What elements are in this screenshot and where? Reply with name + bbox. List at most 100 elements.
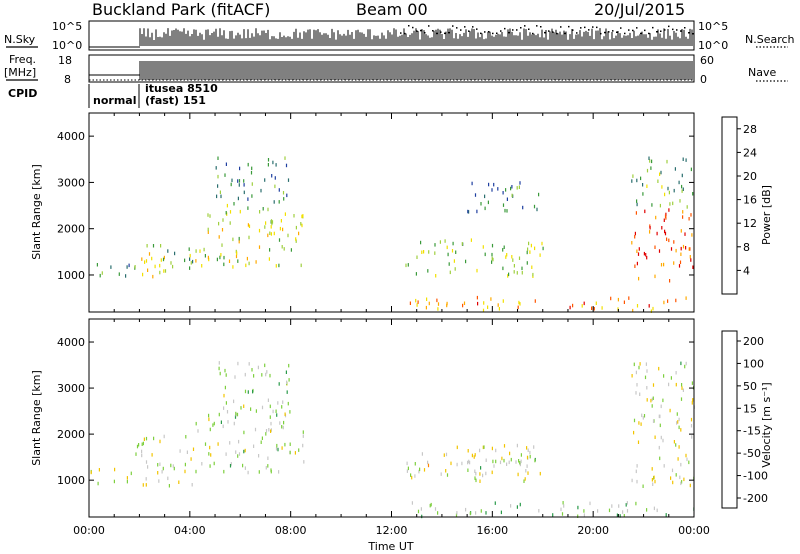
- data-cell: [686, 205, 688, 209]
- freq-frame: [88, 54, 695, 83]
- data-cell: [653, 506, 655, 511]
- data-cell: [142, 483, 144, 487]
- data-cell: [509, 451, 511, 456]
- data-cell: [642, 484, 644, 488]
- data-cell: [233, 202, 235, 206]
- nsearch-dot: [424, 32, 426, 34]
- data-cell: [428, 301, 430, 306]
- data-cell: [661, 226, 663, 230]
- data-cell: [238, 239, 240, 244]
- data-cell: [463, 301, 466, 305]
- data-cell: [646, 255, 648, 260]
- data-cell: [207, 230, 209, 234]
- data-cell: [690, 258, 692, 262]
- data-cell: [271, 174, 273, 178]
- data-cell: [232, 237, 234, 242]
- data-cell: [245, 263, 247, 268]
- data-cell: [258, 228, 261, 233]
- data-cell: [639, 392, 641, 396]
- data-cell: [242, 463, 244, 468]
- data-cell: [505, 255, 507, 259]
- data-cell: [681, 184, 683, 189]
- data-cell: [142, 441, 144, 446]
- nsearch-dot: [568, 25, 570, 28]
- data-cell: [224, 368, 226, 373]
- data-cell: [146, 244, 148, 248]
- data-cell: [475, 478, 477, 483]
- data-cell: [692, 265, 694, 269]
- nsearch-dot: [520, 27, 522, 29]
- data-cell: [427, 463, 430, 468]
- data-cell: [286, 380, 288, 385]
- data-cell: [511, 255, 513, 259]
- data-cell: [277, 447, 279, 452]
- data-cell: [480, 202, 482, 206]
- data-cell: [251, 368, 253, 372]
- data-cell: [685, 453, 687, 458]
- data-cell: [229, 441, 231, 445]
- data-cell: [238, 236, 240, 241]
- data-cell: [455, 513, 458, 517]
- data-cell: [455, 250, 457, 254]
- data-cell: [675, 298, 677, 303]
- nsearch-dot: [560, 26, 562, 28]
- data-cell: [222, 424, 224, 429]
- data-cell: [674, 167, 676, 171]
- data-cell: [636, 199, 638, 203]
- nsearch-dot: [652, 26, 654, 29]
- data-cell: [506, 209, 508, 213]
- data-cell: [416, 255, 418, 259]
- nsearch-dot: [564, 32, 566, 35]
- time-axis-labels: 00:00 04:00 08:00 12:00 16:00 20:00 00:00: [73, 524, 710, 537]
- data-cell: [267, 163, 269, 167]
- data-cell: [265, 466, 267, 470]
- data-cell: [506, 197, 508, 201]
- data-cell: [689, 255, 691, 259]
- nsky-tick-top: 10^5: [52, 20, 82, 33]
- nsearch-dot: [540, 26, 542, 28]
- data-cell: [597, 509, 599, 513]
- data-cell: [660, 435, 662, 440]
- nsearch-dot: [524, 25, 526, 27]
- data-cell: [445, 452, 448, 457]
- data-cell: [577, 505, 579, 510]
- data-cell: [633, 430, 635, 435]
- data-cell: [664, 231, 667, 236]
- data-cell: [661, 185, 663, 189]
- data-cell: [503, 245, 505, 249]
- velocity-xaxis-ticks: [88, 319, 695, 517]
- data-cell: [667, 299, 669, 303]
- data-cell: [164, 269, 167, 273]
- data-cell: [636, 464, 638, 468]
- data-cell: [230, 182, 232, 187]
- cpid-strip: CPID normal itusea 8510 (fast) 151: [8, 82, 218, 108]
- nsearch-dot: [668, 25, 670, 28]
- data-cell: [680, 246, 682, 251]
- data-cell: [491, 188, 493, 192]
- data-cell: [281, 245, 283, 249]
- data-cell: [213, 421, 215, 426]
- data-cell: [560, 507, 562, 512]
- data-cell: [264, 225, 266, 229]
- data-cell: [243, 183, 245, 187]
- data-cell: [480, 509, 482, 513]
- data-cell: [99, 273, 101, 278]
- data-cell: [163, 434, 165, 439]
- data-cell: [631, 179, 633, 183]
- data-cell: [519, 181, 521, 185]
- data-cell: [266, 370, 268, 374]
- data-cell: [479, 479, 481, 483]
- data-cell: [301, 214, 303, 219]
- nsearch-dot: [544, 31, 546, 34]
- data-cell: [633, 418, 636, 423]
- data-cell: [415, 272, 417, 276]
- data-cell: [643, 414, 646, 418]
- time-tick-label: 20:00: [577, 524, 609, 537]
- data-cell: [247, 390, 249, 394]
- data-cell: [639, 362, 641, 366]
- data-cell: [269, 248, 271, 252]
- data-cell: [644, 209, 646, 214]
- data-cell: [636, 178, 638, 183]
- freq-tick-top: 18: [58, 54, 72, 67]
